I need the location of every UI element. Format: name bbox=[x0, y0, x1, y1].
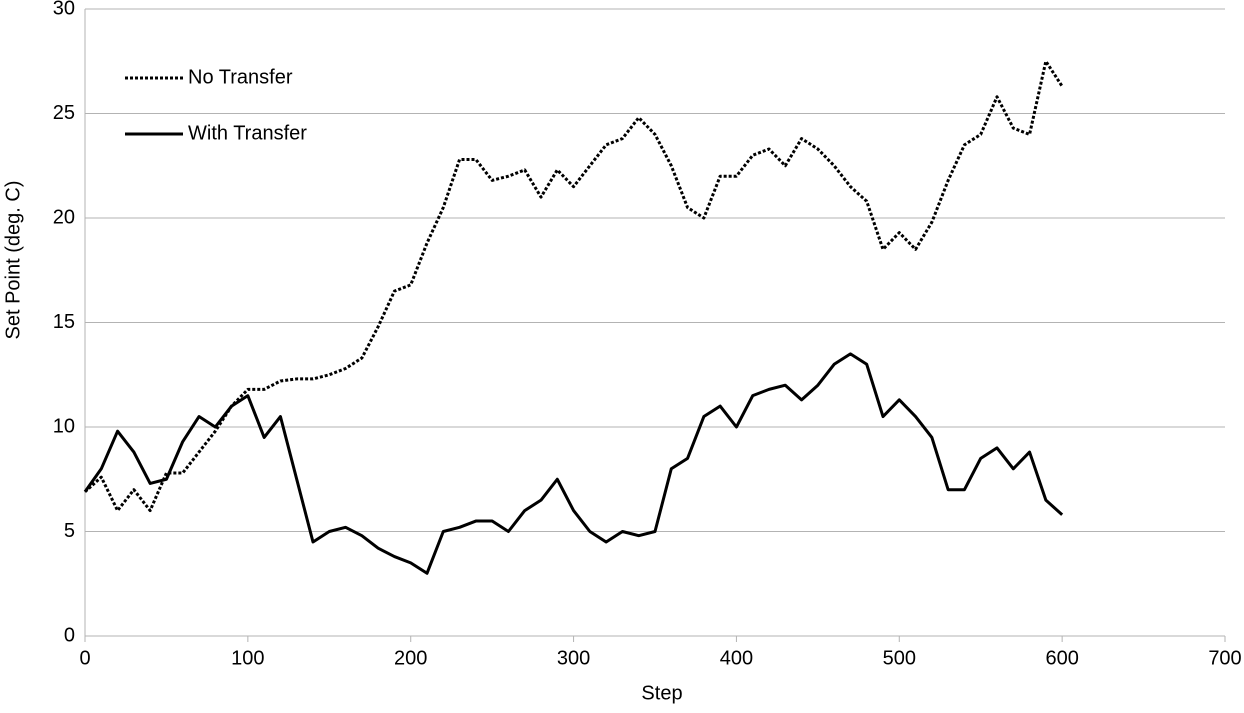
x-tick-label: 0 bbox=[79, 647, 90, 669]
y-tick-label: 20 bbox=[53, 206, 75, 228]
y-tick-label: 25 bbox=[53, 102, 75, 124]
x-tick-label: 100 bbox=[231, 647, 264, 669]
y-tick-label: 15 bbox=[53, 311, 75, 333]
x-axis-label: Step bbox=[641, 682, 682, 704]
x-tick-label: 200 bbox=[394, 647, 427, 669]
x-tick-label: 400 bbox=[720, 647, 753, 669]
y-tick-label: 10 bbox=[53, 415, 75, 437]
series-line bbox=[83, 59, 1064, 513]
y-tick-label: 5 bbox=[64, 520, 75, 542]
y-tick-label: 0 bbox=[64, 624, 75, 646]
y-tick-label: 30 bbox=[53, 0, 75, 19]
legend-label: With Transfer bbox=[188, 122, 307, 144]
legend-label: No Transfer bbox=[188, 66, 293, 88]
y-axis-label: Set Point (deg. C) bbox=[2, 181, 24, 340]
x-tick-label: 700 bbox=[1208, 647, 1241, 669]
series-line bbox=[83, 352, 1064, 575]
x-tick-label: 300 bbox=[557, 647, 590, 669]
x-tick-label: 500 bbox=[883, 647, 916, 669]
x-tick-label: 600 bbox=[1045, 647, 1078, 669]
